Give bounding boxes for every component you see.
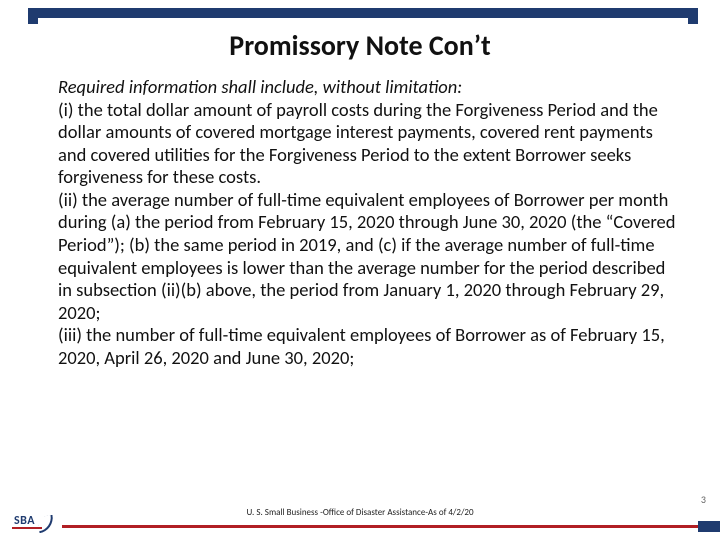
sba-logo-text: SBA: [14, 514, 35, 528]
top-border: [28, 8, 698, 24]
sba-logo: SBA: [12, 512, 56, 536]
page-number: 3: [701, 493, 706, 506]
sba-logo-swoosh: [37, 515, 56, 534]
bottom-rule-accent: [698, 521, 720, 532]
slide-title: Promissory Note Con’t: [0, 28, 720, 63]
slide: Promissory Note Con’t Required informati…: [0, 0, 720, 540]
body-text: Required information shall include, with…: [58, 76, 676, 369]
item-i: (i) the total dollar amount of payroll c…: [58, 98, 658, 189]
lead-sentence: Required information shall include, with…: [58, 75, 462, 98]
item-ii: (ii) the average number of full-time equ…: [58, 188, 675, 324]
bottom-rule: [62, 525, 720, 528]
footer-text: U. S. Small Business -Office of Disaster…: [0, 507, 720, 518]
item-iii: (iii) the number of full-time equivalent…: [58, 323, 665, 369]
